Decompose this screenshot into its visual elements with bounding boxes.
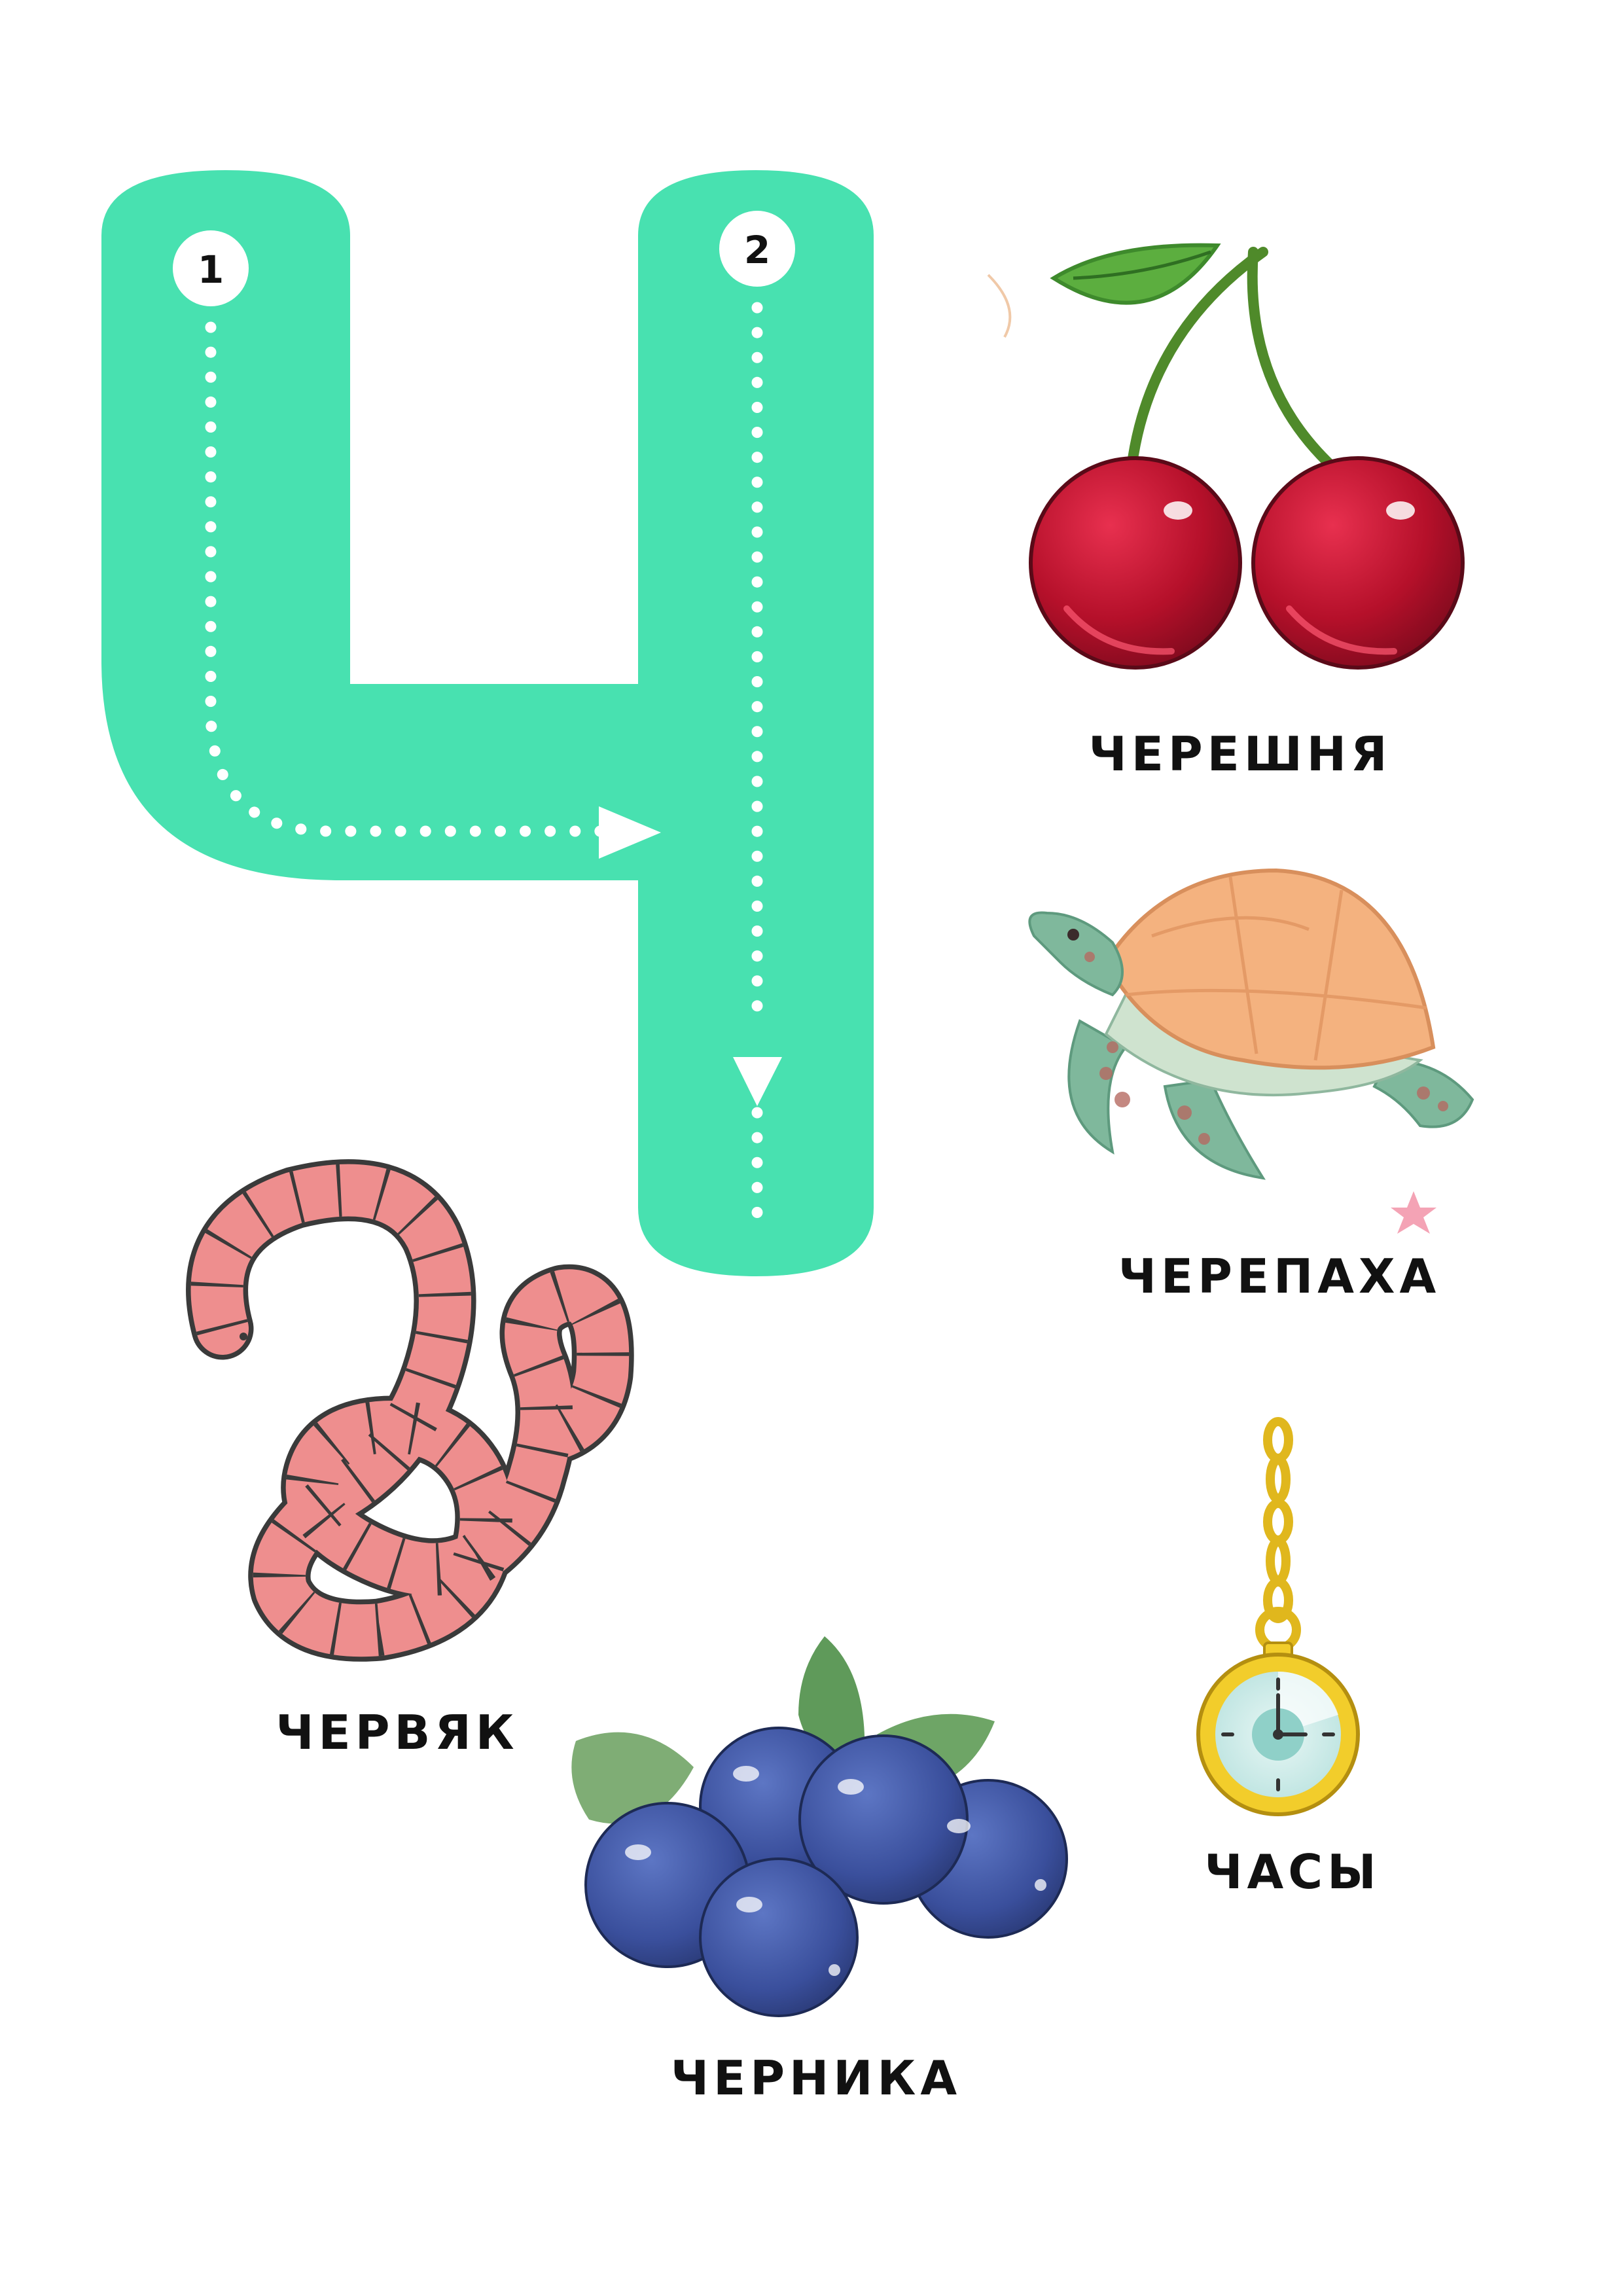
letter-left-stroke [101, 170, 638, 880]
arrow-down-icon [733, 1057, 782, 1106]
letter-che-glyph [101, 170, 874, 1276]
sea-turtle-icon [1028, 868, 1474, 1234]
letter-right-stroke [638, 170, 874, 1276]
arrow-right-icon [599, 806, 661, 859]
pocket-watch-icon [1196, 1417, 1360, 1816]
word-cherry-label: ЧЕРЕШНЯ [1088, 726, 1392, 781]
worm-icon [186, 1159, 634, 1662]
word-blueberry-label: ЧЕРНИКА [670, 2051, 962, 2106]
blueberries-icon [571, 1636, 1068, 2017]
word-turtle-label: ЧЕРЕПАХА [1118, 1249, 1441, 1304]
cherries-icon [987, 243, 1465, 670]
word-watch-label: ЧАСЫ [1204, 1844, 1381, 1899]
step-badge-1: 1 [173, 230, 249, 306]
step-number-1: 1 [198, 247, 224, 292]
step-number-2: 2 [744, 228, 770, 272]
word-worm-label: ЧЕРВЯК [276, 1705, 519, 1760]
step-badge-2: 2 [719, 211, 795, 287]
